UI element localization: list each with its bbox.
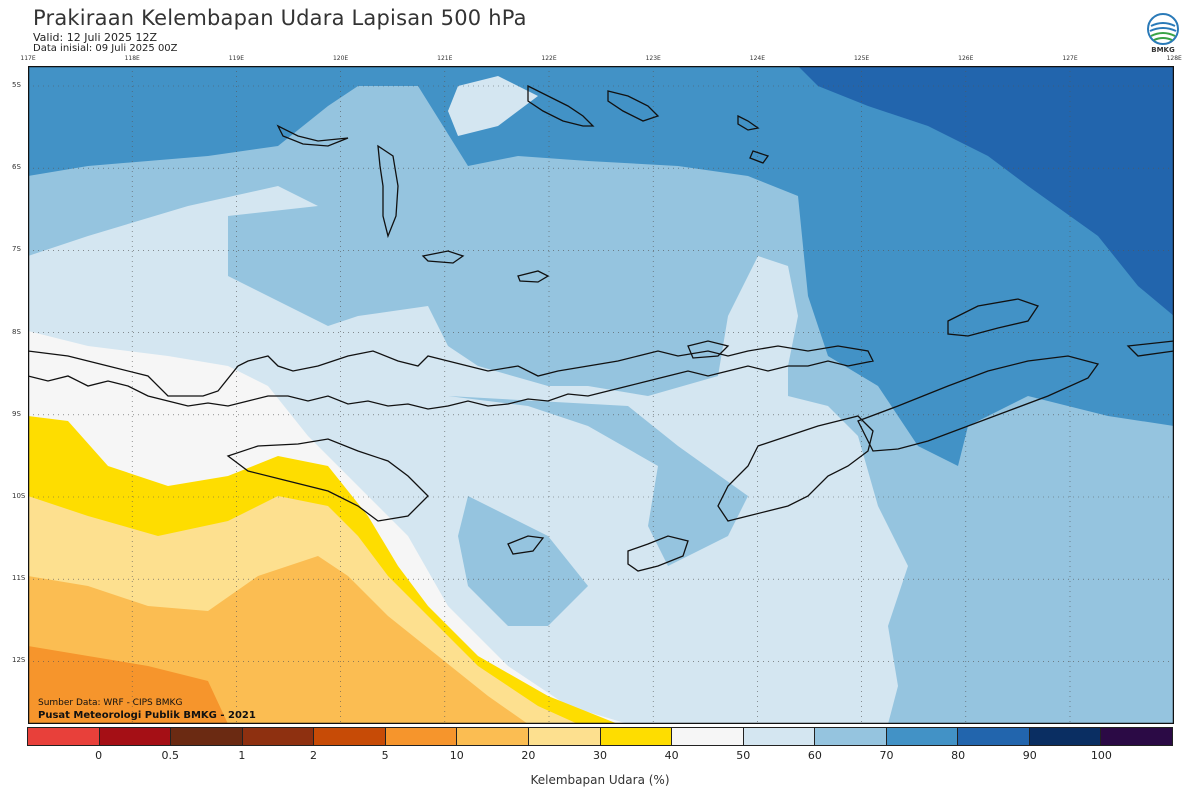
field-light-blue-central <box>448 396 748 566</box>
colorbar-segment <box>528 728 601 745</box>
colorbar-segment <box>815 728 887 745</box>
colorbar-segment <box>958 728 1030 745</box>
colorbar-tick-label: 100 <box>1090 749 1112 762</box>
latitude-label: 12S <box>12 656 26 665</box>
colorbar-tick-label: 10 <box>449 749 464 762</box>
colorbar-tick-label: 20 <box>521 749 536 762</box>
field-dark-blue-ne <box>798 66 1174 316</box>
longitude-label: 124E <box>749 55 766 62</box>
colorbar-segment <box>314 728 386 745</box>
colorbar-segment <box>28 728 100 745</box>
colorbar-segment <box>600 728 673 745</box>
longitude-label: 122E <box>541 55 557 62</box>
colorbar-segment <box>886 728 959 745</box>
longitude-label: 126E <box>958 55 974 62</box>
latitude-label: 8S <box>12 327 21 336</box>
field-dark-orange <box>28 646 228 724</box>
longitude-label: 119E <box>228 55 245 62</box>
colorbar-tick-label: 70 <box>879 749 894 762</box>
humidity-map <box>28 66 1174 724</box>
latitude-label: 5S <box>12 81 21 89</box>
latitude-label: 7S <box>12 245 21 254</box>
colorbar-tick-label: 1 <box>238 749 246 762</box>
colorbar-segment <box>385 728 458 745</box>
longitude-label: 125E <box>853 55 870 62</box>
colorbar-tick-label: 80 <box>951 749 966 762</box>
longitude-label: 128E <box>1166 55 1182 62</box>
colorbar-segment <box>457 728 529 745</box>
colorbar-tick-label: 40 <box>664 749 679 762</box>
colorbar-tick-label: 5 <box>381 749 389 762</box>
colorbar-segment <box>99 728 172 745</box>
colorbar-title: Kelembapan Udara (%) <box>530 773 670 787</box>
latitude-label: 11S <box>12 574 26 583</box>
lat-lon-grid <box>28 66 1174 724</box>
initial-data-time: Data inisial: 09 Juli 2025 00Z <box>33 43 178 54</box>
colorbar <box>27 727 1173 746</box>
map-title: Prakiraan Kelembapan Udara Lapisan 500 h… <box>33 6 527 30</box>
longitude-label: 127E <box>1062 55 1078 62</box>
latitude-label: 6S <box>12 163 21 172</box>
longitude-label: 118E <box>124 55 140 62</box>
colorbar-segment <box>672 728 744 745</box>
coastlines <box>28 84 1174 572</box>
latitude-label: 9S <box>12 409 21 418</box>
field-light-blue-south <box>458 496 588 626</box>
valid-time: Valid: 12 Juli 2025 12Z <box>33 31 158 44</box>
colorbar-segment <box>743 728 816 745</box>
colorbar-tick-label: 60 <box>807 749 822 762</box>
colorbar-segment <box>1029 728 1102 745</box>
colorbar-tick-label: 0 <box>95 749 103 762</box>
longitude-label: 117E <box>20 55 36 62</box>
bmkg-logo-icon <box>1147 13 1179 45</box>
colorbar-tick-label: 90 <box>1022 749 1037 762</box>
colorbar-segment <box>171 728 243 745</box>
data-source-text: Sumber Data: WRF - CIPS BMKG <box>38 698 183 708</box>
colorbar-tick-label: 50 <box>736 749 751 762</box>
field-medium-blue-top <box>28 66 1174 466</box>
colorbar-segment <box>242 728 315 745</box>
colorbar-segment <box>1101 728 1172 745</box>
colorbar-tick-label: 2 <box>310 749 317 762</box>
colorbar-tick-label: 0.5 <box>161 749 180 762</box>
longitude-label: 123E <box>645 55 661 62</box>
longitude-label: 120E <box>332 55 349 62</box>
credit-text: Pusat Meteorologi Publik BMKG - 2021 <box>38 710 256 721</box>
latitude-label: 10S <box>12 492 26 500</box>
field-pale-blue-north <box>448 76 538 136</box>
colorbar-tick-label: 30 <box>593 749 607 762</box>
longitude-label: 121E <box>437 55 453 62</box>
logo-text: BMKG <box>1151 46 1175 54</box>
